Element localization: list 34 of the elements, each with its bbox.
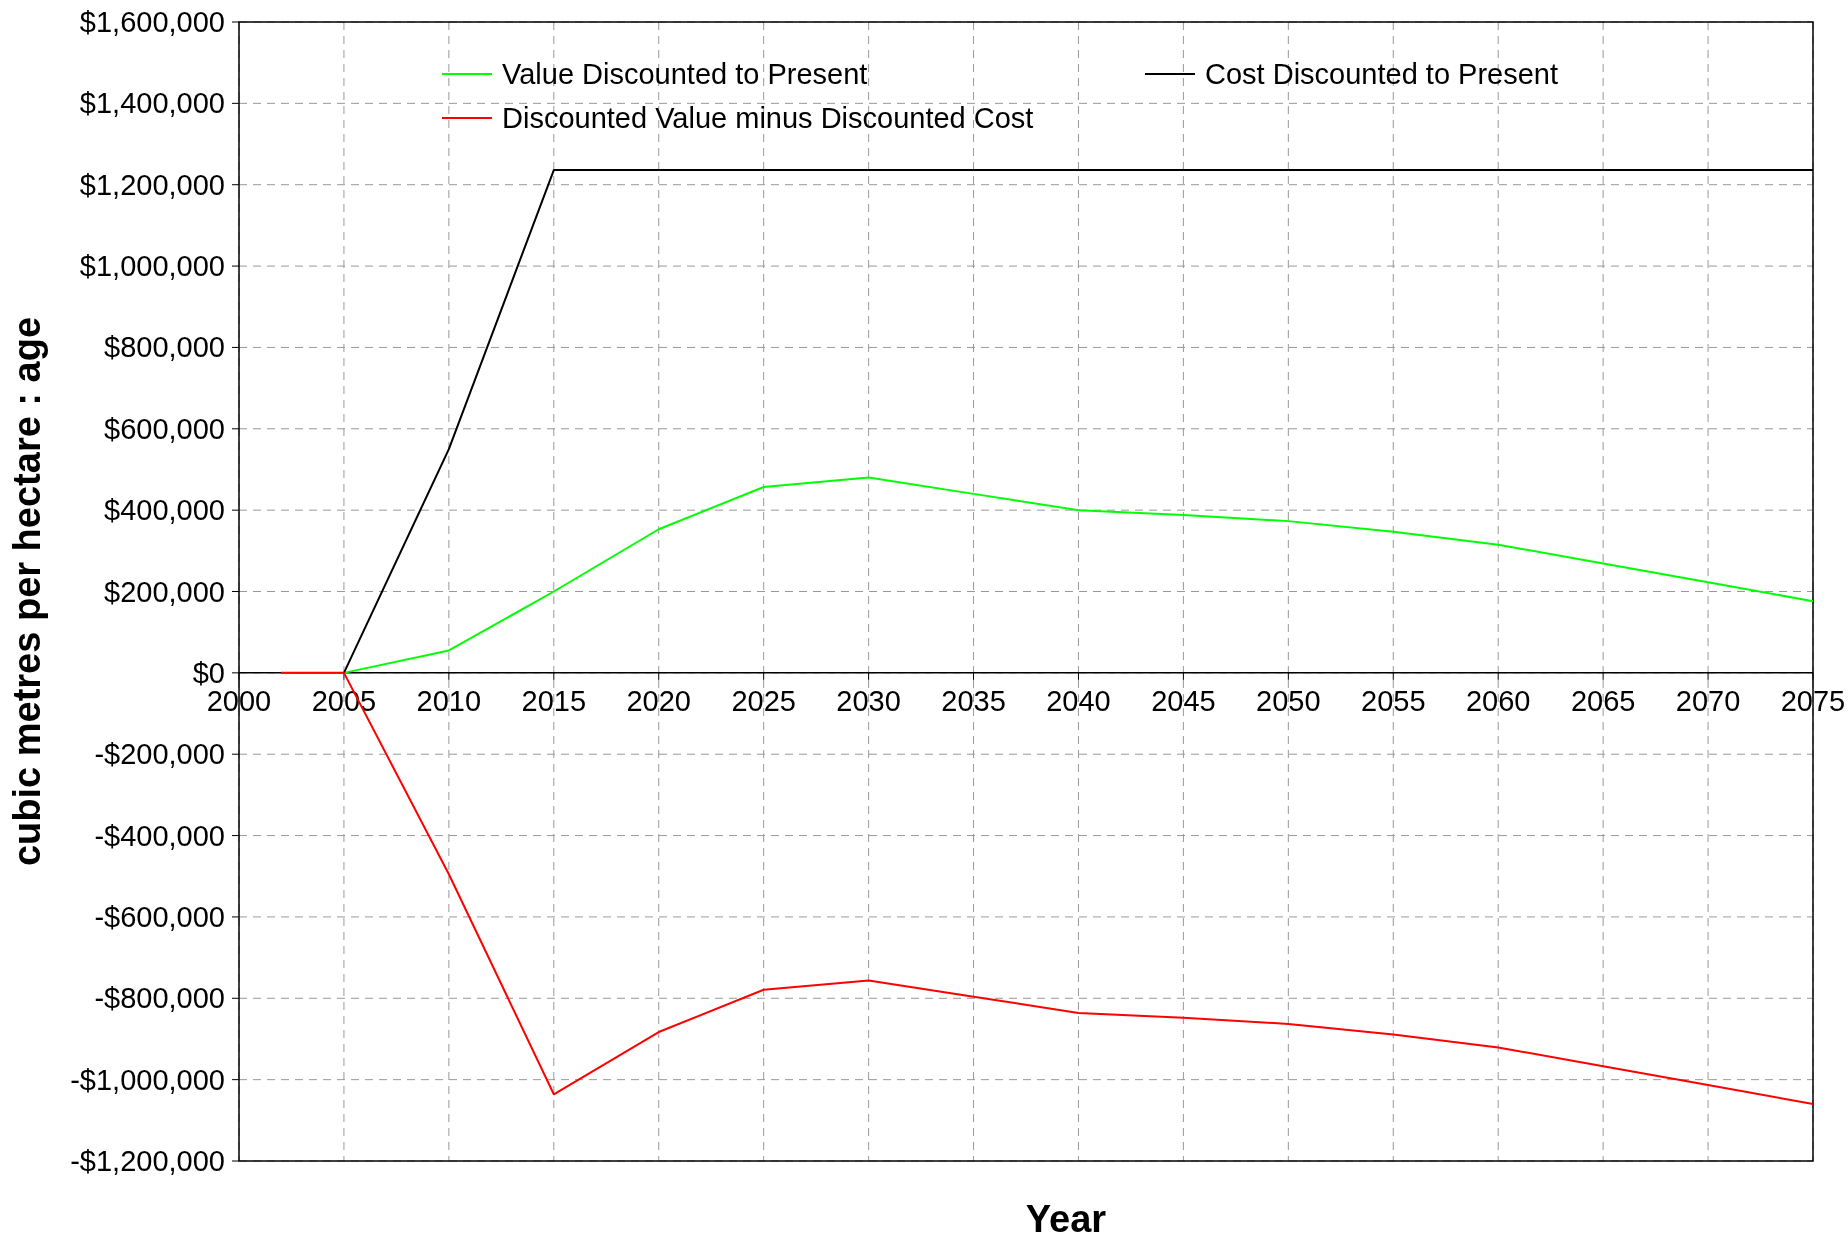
- y-tick-label: $600,000: [104, 412, 225, 445]
- x-tick-label: 2025: [731, 684, 796, 717]
- x-tick-label: 2050: [1256, 684, 1321, 717]
- x-tick-label: 2015: [521, 684, 587, 717]
- x-axis-title: Year: [1025, 1198, 1107, 1240]
- y-tick-label: $1,200,000: [79, 168, 225, 201]
- legend-label: Cost Discounted to Present: [1205, 58, 1559, 90]
- legend-label: Value Discounted to Present: [502, 58, 868, 90]
- y-tick-label: -$600,000: [94, 900, 225, 933]
- x-tick-label: 2035: [941, 684, 1006, 717]
- y-tick-label: $800,000: [104, 331, 225, 364]
- x-tick-label: 2040: [1046, 684, 1111, 717]
- y-tick-label: -$200,000: [94, 738, 225, 771]
- x-tick-label: 2010: [416, 684, 482, 717]
- x-tick-label: 2060: [1465, 684, 1531, 717]
- line-series: [342, 476, 1814, 674]
- x-tick-label: 2030: [836, 684, 901, 717]
- y-axis-title: cubic metres per hectare : age: [6, 316, 48, 867]
- y-tick-label: $200,000: [104, 575, 225, 608]
- x-tick-label: 2055: [1361, 684, 1426, 717]
- x-tick-label: 2020: [626, 684, 691, 717]
- x-tick-label: 2065: [1570, 684, 1636, 717]
- x-tick-label: 2045: [1151, 684, 1216, 717]
- y-tick-label: $0: [192, 656, 225, 689]
- y-tick-label: -$1,200,000: [70, 1145, 225, 1177]
- y-tick-label: $400,000: [104, 494, 225, 527]
- y-tick-label: $1,600,000: [79, 6, 225, 38]
- legend-label: Discounted Value minus Discounted Cost: [502, 102, 1034, 134]
- y-tick-label: $1,400,000: [79, 87, 225, 120]
- y-tick-label: -$800,000: [94, 982, 225, 1015]
- x-tick-label: 2070: [1675, 684, 1741, 717]
- y-tick-label: -$400,000: [94, 819, 225, 852]
- y-tick-label: $1,000,000: [79, 250, 225, 283]
- y-tick-label: -$1,000,000: [70, 1063, 225, 1096]
